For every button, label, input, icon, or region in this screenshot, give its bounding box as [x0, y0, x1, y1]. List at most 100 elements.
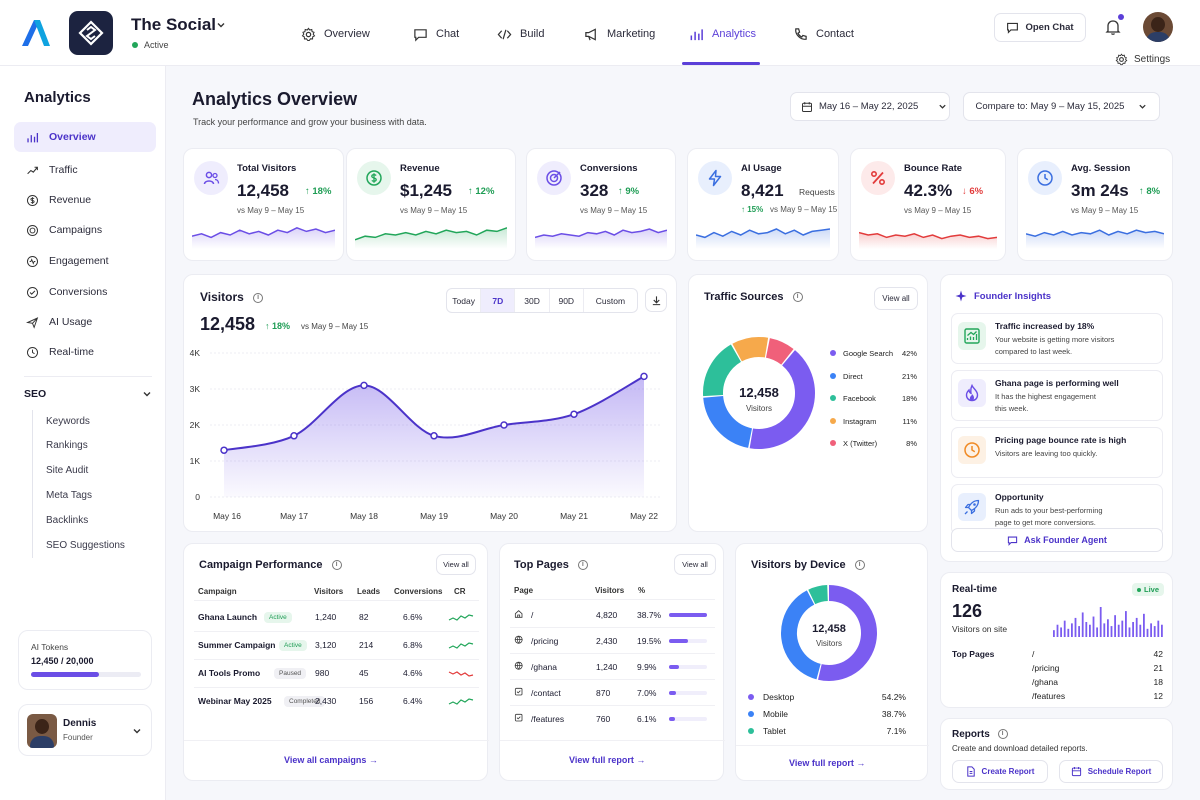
workspace-logo[interactable]: [69, 11, 113, 55]
stat-card[interactable]: Revenue $1,245 ↑ 12% vs May 9 – May 15: [346, 148, 516, 261]
sidebar-item-ai-usage[interactable]: AI Usage: [14, 307, 156, 337]
nav-chat[interactable]: Chat: [413, 22, 459, 46]
donut-segment[interactable]: [703, 337, 815, 449]
real-time-page-path: /features: [1032, 691, 1066, 701]
data-point[interactable]: [220, 446, 228, 454]
insight-item[interactable]: Pricing page bounce rate is high Visitors…: [951, 427, 1163, 478]
sidebar-item-campaigns[interactable]: Campaigns: [14, 215, 156, 245]
data-point[interactable]: [640, 372, 648, 381]
seo-item-meta-tags[interactable]: Meta Tags: [46, 490, 92, 501]
table-row[interactable]: /pricing 2,430 19.5%: [500, 633, 725, 654]
real-time-bar: [1089, 624, 1091, 637]
info-icon[interactable]: i: [331, 560, 342, 571]
seo-item-keywords[interactable]: Keywords: [46, 416, 90, 427]
info-icon[interactable]: i: [253, 292, 264, 303]
ask-founder-agent-button[interactable]: Ask Founder Agent: [951, 528, 1163, 552]
campaign-performance-card: Campaign Performance i View all Campaign…: [183, 543, 489, 781]
sidebar-item-label: Campaigns: [49, 224, 103, 236]
info-icon[interactable]: i: [577, 560, 588, 571]
data-point[interactable]: [570, 410, 578, 418]
nav-analytics[interactable]: Analytics: [689, 22, 756, 46]
donut-segment[interactable]: [699, 333, 819, 453]
legend-dot: [830, 395, 836, 401]
avatar[interactable]: [1143, 12, 1173, 42]
sidebar-item-traffic[interactable]: Traffic: [14, 155, 156, 185]
campaigns-view-all-button[interactable]: View all: [436, 554, 476, 575]
insight-item[interactable]: Ghana page is performing well It has the …: [951, 370, 1163, 421]
stat-card[interactable]: Bounce Rate 42.3% ↓ 6% vs May 9 – May 15: [850, 148, 1006, 261]
top-pages-full-report-link[interactable]: View full report →: [569, 755, 645, 765]
chevron-down-icon[interactable]: [216, 20, 226, 30]
data-point[interactable]: [290, 432, 298, 440]
table-row[interactable]: /ghana 1,240 9.9%: [500, 659, 725, 680]
seo-item-site-audit[interactable]: Site Audit: [46, 465, 89, 476]
insight-item[interactable]: Traffic increased by 18% Your website is …: [951, 313, 1163, 364]
page-subtitle: Track your performance and grow your bus…: [193, 117, 427, 127]
create-report-button[interactable]: Create Report: [952, 760, 1048, 783]
stat-card[interactable]: AI Usage 8,421 Requests ↑ 15% vs May 9 – May…: [687, 148, 839, 261]
sidebar-item-real-time[interactable]: Real-time: [14, 337, 156, 367]
sidebar-item-overview[interactable]: Overview: [14, 122, 156, 152]
nav-contact[interactable]: Contact: [793, 22, 854, 46]
calendar-icon: [802, 101, 812, 112]
table-row[interactable]: Webinar May 2025 Completed 2,430 156 6.4%: [184, 694, 489, 714]
table-row[interactable]: Summer Campaign Active 3,120 214 6.8%: [184, 638, 489, 660]
download-button[interactable]: [645, 288, 667, 312]
nav-build[interactable]: Build: [497, 22, 544, 46]
info-icon[interactable]: i: [792, 292, 803, 303]
data-point[interactable]: [500, 421, 508, 429]
table-row[interactable]: / 4,820 38.7%: [500, 607, 725, 628]
brand-logo[interactable]: [20, 18, 52, 48]
compare-range-picker[interactable]: Compare to: May 9 – May 15, 2025: [963, 92, 1160, 121]
donut-segment[interactable]: [781, 585, 877, 681]
stat-card[interactable]: Conversions 328 ↑ 9% vs May 9 – May 15: [526, 148, 676, 261]
nav-marketing[interactable]: Marketing: [584, 22, 655, 46]
device-full-report-link[interactable]: View full report →: [789, 758, 865, 768]
info-icon[interactable]: i: [854, 560, 865, 571]
legend-dot: [830, 350, 836, 356]
seo-section-toggle[interactable]: SEO: [24, 386, 152, 402]
open-chat-button[interactable]: Open Chat: [994, 13, 1086, 42]
range-tab-custom[interactable]: Custom: [582, 289, 637, 312]
stat-sparkline: [192, 226, 335, 249]
workspace-name[interactable]: The Social: [131, 15, 217, 34]
seo-item-seo-suggestions[interactable]: SEO Suggestions: [46, 540, 125, 551]
settings-link[interactable]: Settings: [1115, 53, 1170, 66]
range-tab-7d[interactable]: 7D: [480, 289, 515, 312]
stat-card[interactable]: Total Visitors 12,458 ↑ 18% vs May 9 – May …: [183, 148, 344, 261]
user-card[interactable]: Dennis Founder: [18, 704, 152, 756]
range-tab-30d[interactable]: 30D: [514, 289, 548, 312]
donut-segment[interactable]: [780, 584, 878, 682]
clock-icon: [26, 346, 39, 358]
date-range-picker[interactable]: May 16 – May 22, 2025: [790, 92, 950, 121]
schedule-report-button[interactable]: Schedule Report: [1059, 760, 1163, 783]
real-time-bar: [1146, 628, 1149, 637]
legend-label: Instagram: [843, 416, 877, 426]
legend-value: 38.7%: [881, 709, 906, 719]
donut-segment[interactable]: [703, 337, 815, 449]
table-row[interactable]: AI Tools Promo Paused 980 45 4.6%: [184, 666, 489, 688]
info-icon[interactable]: i: [997, 729, 1008, 740]
table-row[interactable]: /contact 870 7.0%: [500, 685, 725, 706]
data-point[interactable]: [360, 381, 368, 390]
range-tab-today[interactable]: Today: [452, 295, 475, 306]
sidebar-item-conversions[interactable]: Conversions: [14, 277, 156, 307]
data-point[interactable]: [430, 432, 438, 440]
seo-item-backlinks[interactable]: Backlinks: [46, 515, 89, 526]
top-pages-view-all-button[interactable]: View all: [674, 554, 716, 575]
sidebar-item-revenue[interactable]: Revenue: [14, 185, 156, 215]
range-tab-90d[interactable]: 90D: [548, 289, 583, 312]
seo-item-rankings[interactable]: Rankings: [46, 440, 88, 451]
campaign-leads: 214: [359, 640, 374, 650]
stat-card[interactable]: Avg. Session 3m 24s ↑ 8% vs May 9 – May 15: [1017, 148, 1173, 261]
nav-overview[interactable]: Overview: [301, 22, 370, 46]
traffic-view-all-button[interactable]: View all: [874, 287, 918, 310]
table-row[interactable]: /features 760 6.1%: [500, 711, 725, 731]
page-percent-track: [669, 639, 707, 643]
bell-icon[interactable]: [1104, 18, 1122, 36]
page-percent-bar: [669, 639, 689, 643]
table-row[interactable]: Ghana Launch Active 1,240 82 6.6%: [184, 610, 489, 632]
view-all-campaigns-link[interactable]: View all campaigns →: [284, 755, 378, 765]
stat-value: 8,421: [741, 181, 784, 200]
sidebar-item-engagement[interactable]: Engagement: [14, 246, 156, 276]
